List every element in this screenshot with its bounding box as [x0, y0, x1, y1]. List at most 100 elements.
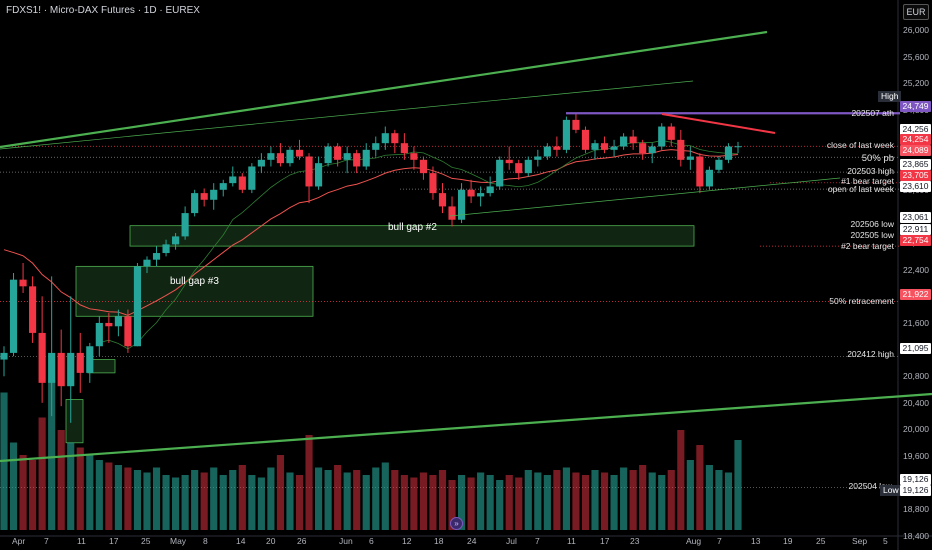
volume-bar: [172, 477, 180, 530]
candle-body: [105, 322, 113, 327]
volume-bar: [581, 475, 590, 530]
time-tick: Jul: [506, 536, 517, 546]
candle-body: [133, 266, 142, 347]
candle-body: [639, 143, 647, 154]
price-tag-low202504b: 19,126: [900, 485, 931, 496]
volume-bar: [524, 470, 532, 530]
bull-gap-3-label: bull gap #3: [170, 276, 219, 287]
candle-body: [600, 143, 609, 150]
volume-bar: [457, 475, 466, 530]
volume-bar: [648, 472, 656, 530]
volume-bar: [400, 475, 408, 530]
time-tick: 25: [816, 536, 826, 546]
time-tick: 13: [751, 536, 761, 546]
volume-bar: [610, 475, 618, 530]
candle-body: [372, 143, 380, 150]
candle-body: [515, 163, 523, 174]
volume-bar: [133, 470, 142, 530]
time-tick: 17: [600, 536, 610, 546]
volume-bar: [353, 470, 361, 530]
volume-bar: [534, 472, 542, 530]
volume-bar: [152, 467, 161, 530]
volume-bar: [429, 475, 437, 530]
candle-body: [67, 352, 75, 387]
lower-channel-line: [0, 392, 932, 463]
price-tick: 25,200: [903, 78, 929, 89]
candle-body: [86, 346, 94, 373]
volume-bar: [95, 460, 103, 530]
price-tag-bear1: 23,705: [900, 170, 931, 181]
bear2-label: #2 bear target: [841, 241, 894, 251]
candle-body: [191, 193, 199, 214]
candle-body: [143, 259, 151, 267]
candle-body: [334, 146, 342, 160]
candle-body: [162, 244, 170, 254]
candle-body: [419, 159, 428, 174]
time-tick: 23: [630, 536, 640, 546]
volume-bar: [295, 475, 304, 530]
time-tick: 18: [434, 536, 444, 546]
time-tick: 7: [717, 536, 722, 546]
price-tick: 25,600: [903, 51, 929, 62]
price-tag-low202504a: 19,126: [900, 474, 931, 485]
time-tick: 6: [369, 536, 374, 546]
ath-label: 202507 ath: [851, 108, 894, 118]
volume-bar: [86, 455, 94, 530]
candle-body: [48, 352, 56, 383]
volume-bar: [591, 470, 599, 530]
volume-bar: [29, 460, 37, 530]
volume-bar: [143, 472, 151, 530]
candle-body: [210, 189, 218, 200]
open-last-week-label: open of last week: [827, 184, 894, 194]
volume-bar: [9, 442, 18, 530]
candle-body: [591, 143, 599, 150]
time-tick: 24: [467, 536, 477, 546]
volume-bar: [410, 477, 418, 530]
time-tick: 20: [266, 536, 276, 546]
candle-body: [677, 139, 685, 160]
currency-button[interactable]: EUR: [903, 4, 929, 20]
volume-bar: [372, 467, 380, 530]
volume-bar: [391, 470, 399, 530]
volume-bar: [686, 460, 694, 530]
candle-body: [219, 183, 227, 190]
volume-bar: [105, 462, 113, 530]
candle-body: [496, 159, 504, 187]
bear1-label: #1 bear target: [841, 176, 894, 186]
inner-channel-line: [0, 80, 694, 150]
time-tick: 11: [567, 536, 576, 546]
candle-body: [152, 253, 161, 260]
candle-body: [286, 149, 294, 164]
candle-body: [76, 352, 84, 373]
price-tag-h202503: 23,865: [900, 159, 931, 170]
candle-body: [629, 136, 637, 144]
candle-body: [553, 146, 561, 150]
candle-body: [534, 156, 542, 160]
candle-body: [353, 153, 361, 167]
retr50-label: 50% retracement: [829, 296, 894, 306]
candle-body: [477, 193, 485, 197]
price-tag-fifty_pb: 24,089: [900, 145, 931, 156]
volume-bar: [381, 462, 389, 530]
candle-body: [248, 166, 256, 190]
candle-body: [486, 186, 494, 194]
price-tag-close_last_week: 24,254: [900, 134, 931, 145]
candle-body: [314, 163, 323, 187]
time-tick: Apr: [12, 536, 26, 546]
symbol-title[interactable]: FDXS1! · Micro-DAX Futures · 1D · EUREX: [6, 5, 200, 16]
candle-body: [124, 316, 132, 347]
candle-body: [257, 159, 265, 167]
candle-body: [429, 173, 437, 194]
time-tick: 25: [141, 536, 151, 546]
volume-bar: [343, 472, 351, 530]
candle-body: [200, 193, 208, 200]
candle-body: [734, 146, 742, 148]
h202503-label: 202503 high: [847, 166, 894, 176]
replay-icon[interactable]: »: [450, 517, 463, 530]
price-tick: 20,800: [903, 371, 929, 382]
volume-bar: [162, 475, 170, 530]
candle-body: [410, 153, 418, 160]
volume-bar: [334, 465, 342, 530]
